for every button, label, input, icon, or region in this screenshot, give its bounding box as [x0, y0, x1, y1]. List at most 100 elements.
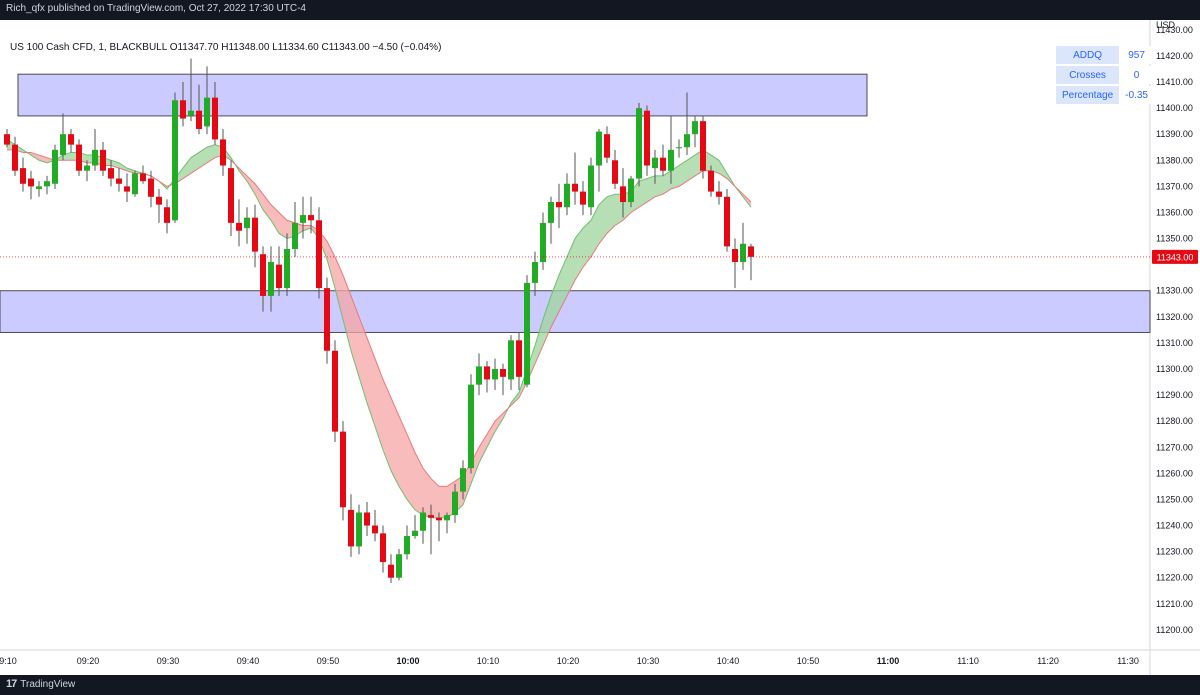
- candle-down: [700, 121, 706, 171]
- y-tick-label: 11200.00: [1156, 625, 1193, 635]
- x-tick-label: 09:40: [237, 656, 260, 666]
- stat-label: Crosses: [1056, 66, 1120, 84]
- current-price-label-bg: [1152, 249, 1198, 264]
- candle-up: [596, 131, 602, 166]
- candle-up: [588, 165, 594, 208]
- chart-panel[interactable]: 11343.00 USD 11200.00 11210.00 11220.00 11230…: [0, 20, 1200, 675]
- candle-up: [692, 121, 698, 135]
- candle-down: [388, 564, 394, 578]
- candle-up: [508, 340, 514, 380]
- ribbon-segment: [431, 478, 439, 518]
- candle-down: [516, 340, 522, 377]
- stat-label: ADDQ: [1056, 46, 1120, 64]
- candle-down: [612, 160, 618, 184]
- tradingview-brand[interactable]: 17 TradingView: [6, 678, 75, 690]
- candle-up: [652, 157, 658, 169]
- candle-down: [604, 134, 610, 158]
- candle-down: [140, 173, 146, 182]
- candle-down: [260, 254, 266, 296]
- candle-down: [148, 178, 154, 197]
- ribbon-segment: [487, 421, 495, 448]
- candle-down: [76, 144, 82, 171]
- candle-down: [748, 246, 754, 257]
- ribbon-fast-line: [6, 138, 752, 519]
- ribbon-segment: [607, 194, 615, 234]
- candle-down: [428, 515, 434, 518]
- y-tick-label: 11360.00: [1156, 207, 1193, 217]
- candle-up: [540, 222, 546, 263]
- x-tick-label: 11:00: [877, 656, 900, 666]
- candle-up: [204, 97, 210, 127]
- x-tick-label: 10:30: [637, 656, 660, 666]
- stats-table: ADDQ 957 Crosses 0 Percentage -0.35: [1056, 44, 1154, 106]
- ribbon-segment: [671, 165, 679, 189]
- ribbon-segment: [471, 447, 479, 484]
- stat-label: Percentage: [1056, 86, 1120, 104]
- ribbon-segment: [383, 379, 391, 471]
- candle-up: [300, 215, 306, 223]
- candle-up: [668, 149, 674, 171]
- brand-name: TradingView: [20, 678, 76, 690]
- candle-down: [20, 168, 26, 184]
- candle-up: [404, 535, 410, 555]
- y-tick-label: 11380.00: [1156, 155, 1193, 165]
- stat-row-percentage: Percentage -0.35: [1056, 86, 1154, 104]
- ribbon-segment: [551, 275, 559, 328]
- candle-down: [116, 178, 122, 184]
- y-tick-label: 11310.00: [1156, 338, 1193, 348]
- candle-up: [564, 183, 570, 208]
- candle-down: [308, 215, 314, 221]
- ribbon-segment: [183, 157, 191, 179]
- ribbon-segment: [359, 316, 367, 403]
- candle-up: [44, 181, 50, 187]
- y-tick-label: 11300.00: [1156, 364, 1193, 374]
- candle-down: [724, 196, 730, 247]
- candle-down: [12, 144, 18, 171]
- y-tick-label: 11280.00: [1156, 416, 1193, 426]
- candlestick-chart[interactable]: 11343.00 USD 11200.00 11210.00 11220.00 11230…: [0, 20, 1200, 675]
- ribbon-segment: [191, 152, 199, 174]
- candle-up: [244, 217, 250, 229]
- candle-down: [196, 110, 202, 129]
- ribbon-segment: [655, 175, 663, 197]
- x-tick-label: 10:20: [557, 656, 580, 666]
- y-tick-label: 11330.00: [1156, 286, 1193, 296]
- candle-up: [460, 468, 466, 492]
- candle-down: [252, 217, 258, 252]
- candle-up: [60, 134, 66, 156]
- candle-down: [164, 207, 170, 223]
- y-tick-label: 11430.00: [1156, 25, 1193, 35]
- candle-down: [180, 100, 186, 119]
- currency-label: USD: [1156, 20, 1176, 30]
- candle-down: [572, 183, 578, 192]
- candle-down: [324, 288, 330, 351]
- candle-up: [292, 222, 298, 249]
- candle-up: [172, 100, 178, 221]
- candle-down: [100, 149, 106, 171]
- candle-down: [380, 533, 386, 563]
- stat-row-crosses: Crosses 0: [1056, 66, 1154, 84]
- demand-zone: [0, 290, 1151, 333]
- candle-up: [188, 110, 194, 116]
- candle-down: [620, 186, 626, 203]
- x-tick-label: 09:50: [317, 656, 340, 666]
- ribbon-segment: [407, 434, 415, 510]
- candle-up: [532, 262, 538, 283]
- symbol-legend: US 100 Cash CFD, 1, BLACKBULL O11347.70 …: [10, 42, 442, 53]
- candle-down: [4, 134, 10, 145]
- y-tick-label: 11260.00: [1156, 468, 1193, 478]
- candle-up: [92, 149, 98, 166]
- supply-zone: [17, 73, 868, 117]
- stat-row-addq: ADDQ 957: [1056, 46, 1154, 64]
- candle-down: [484, 366, 490, 380]
- candle-down: [372, 525, 378, 534]
- x-tick-label: 11:20: [1037, 656, 1059, 666]
- candle-up: [412, 530, 418, 536]
- y-tick-label: 11420.00: [1156, 51, 1193, 61]
- candle-up: [132, 173, 138, 195]
- stat-value: -0.35: [1119, 86, 1154, 104]
- candle-down: [68, 134, 74, 145]
- candle-down: [500, 369, 506, 377]
- y-tick-label: 11210.00: [1156, 599, 1193, 609]
- ribbon-segment: [423, 468, 431, 518]
